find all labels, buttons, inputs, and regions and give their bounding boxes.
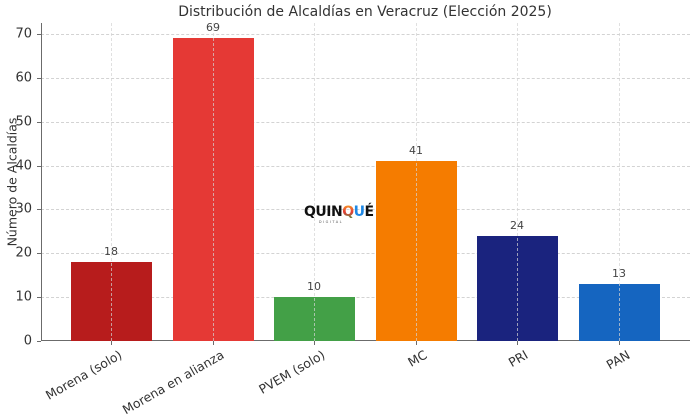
x-tick-mark [416,341,417,345]
h-gridline [41,34,690,36]
v-gridline [619,23,620,341]
x-tick-mark [213,341,214,345]
h-gridline [41,209,690,211]
y-axis-line [41,23,43,341]
x-tick-mark [619,341,620,345]
v-gridline [517,23,518,341]
x-tick-mark [314,341,315,345]
x-axis-line [41,340,690,342]
chart-title: Distribución de Alcaldías en Veracruz (E… [178,4,552,20]
x-tick-label: MC [405,347,430,370]
v-gridline [213,23,214,341]
v-gridline [314,23,315,341]
watermark-letter: U [315,204,327,220]
x-tick-label: PAN [603,347,633,373]
watermark-letter: Q [304,204,316,220]
watermark-letter: É [364,204,375,220]
y-tick-label: 30 [15,201,32,217]
x-tick-mark [517,341,518,345]
watermark-letter: N [331,204,343,220]
y-tick-mark [37,341,41,342]
y-tick-label: 70 [15,26,32,42]
y-tick-label: 50 [15,114,32,130]
y-tick-mark [37,253,41,255]
y-tick-mark [37,34,41,36]
y-tick-label: 40 [15,158,32,174]
y-tick-mark [37,209,41,211]
y-tick-mark [37,297,41,299]
y-tick-mark [37,121,41,123]
v-gridline [416,23,417,341]
x-tick-mark [111,341,112,345]
y-axis-title: Número de Alcaldías [4,117,20,247]
h-gridline [41,297,690,299]
x-tick-label: PVEM (solo) [256,347,328,397]
watermark-letter: I [326,204,331,220]
watermark-letter: Q [342,204,354,220]
y-tick-label: 20 [15,245,32,261]
watermark-logo: QUINQUÉ DIGITAL [304,204,374,225]
y-tick-label: 0 [23,333,32,349]
h-gridline [41,253,690,255]
v-gridline [111,23,112,341]
x-tick-label: Morena (solo) [42,347,125,403]
h-gridline [41,165,690,167]
plot-area [41,23,690,341]
x-tick-label: PRI [505,347,531,370]
h-gridline [41,77,690,79]
watermark-text: QUINQUÉ [304,204,374,220]
y-tick-label: 60 [15,70,32,86]
watermark-subtitle: DIGITAL [318,220,344,224]
y-tick-label: 10 [15,289,32,305]
y-tick-mark [37,165,41,167]
x-tick-label: Morena en alianza [119,347,227,417]
watermark-letter: U [353,204,365,220]
h-gridline [41,121,690,123]
y-tick-mark [37,77,41,79]
